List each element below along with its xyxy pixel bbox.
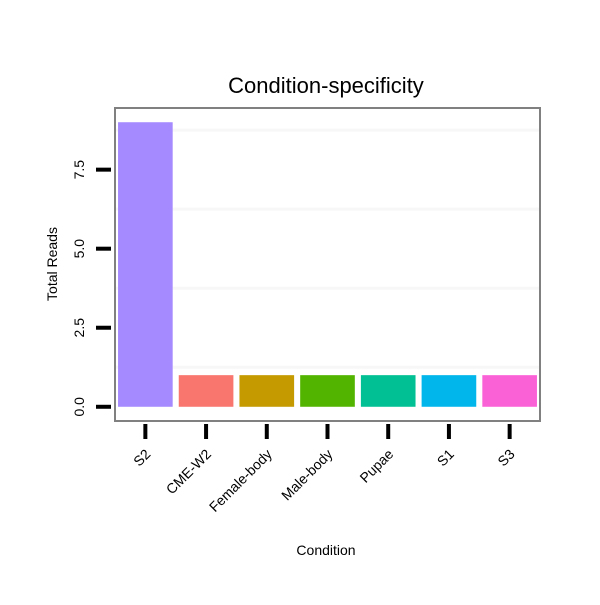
bar-s1	[421, 375, 477, 407]
y-tick-label: 7.5	[71, 160, 87, 180]
bar-s3	[482, 375, 537, 407]
bar-male-body	[300, 375, 355, 407]
bars	[118, 122, 537, 407]
plot-frame	[114, 107, 541, 422]
y-tick-label: 0.0	[71, 397, 87, 417]
y-tick-label: 2.5	[71, 318, 87, 338]
y-axis: 0.0 2.5 5.0 7.5	[71, 160, 111, 417]
bar-s2	[118, 122, 173, 407]
chart-title: Condition-specificity	[228, 73, 424, 98]
y-tick-label: 5.0	[71, 239, 87, 259]
y-axis-title: Total Reads	[44, 227, 60, 301]
x-axis-title: Condition	[296, 542, 355, 558]
gridlines	[115, 128, 540, 369]
bar-female-body	[239, 375, 295, 407]
bar-cme-w2	[178, 375, 234, 407]
bar-pupae	[360, 375, 416, 407]
